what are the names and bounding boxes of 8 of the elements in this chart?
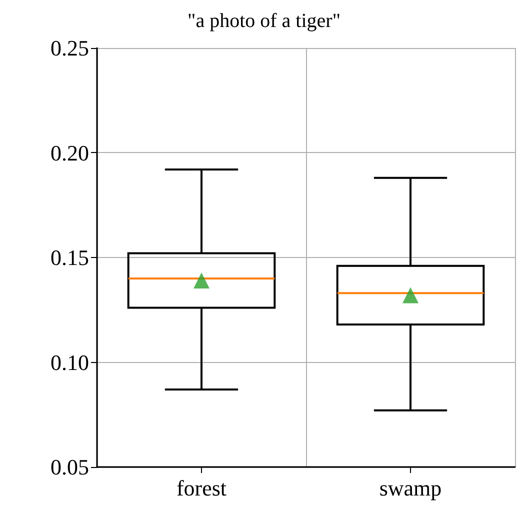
chart-title: "a photo of a tiger": [188, 10, 340, 32]
y-tick-label: 0.25: [50, 36, 89, 60]
y-tick-label: 0.10: [50, 350, 89, 375]
y-tick-label: 0.05: [50, 454, 89, 480]
x-tick-label: forest: [176, 476, 227, 500]
x-tick-label: swamp: [379, 476, 442, 500]
y-tick-label: 0.20: [50, 140, 89, 166]
y-tick-label: 0.15: [50, 245, 89, 270]
